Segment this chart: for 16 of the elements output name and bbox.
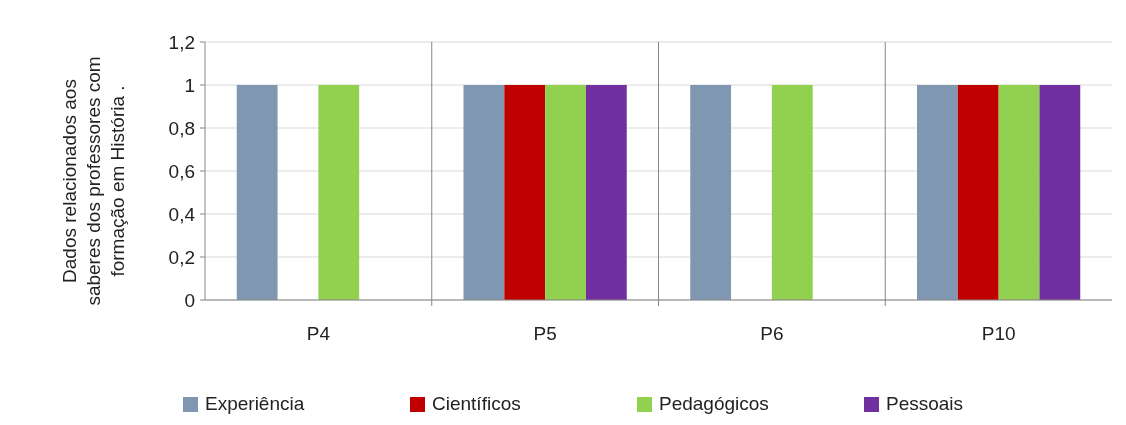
x-tick-label: P6 [760, 323, 784, 344]
legend-label: Pessoais [886, 393, 964, 414]
legend-label: Pedagógicos [659, 393, 769, 414]
y-tick-label: 0,4 [168, 203, 196, 225]
y-tick-label: 0 [184, 289, 195, 311]
legend-label: Científicos [432, 393, 521, 414]
y-tick-label: 0,6 [168, 160, 195, 182]
legend-label: Experiência [205, 393, 305, 414]
y-tick-label: 0,8 [168, 117, 195, 139]
y-axis-title: Dados relacionados aos saberes dos professores com formação em História . [59, 56, 128, 306]
y-tick-label: 0,2 [168, 246, 195, 268]
x-tick-label: P5 [533, 323, 557, 344]
x-tick-label: P4 [306, 323, 331, 344]
y-tick-label: 1 [184, 74, 195, 96]
x-tick-label: P10 [981, 323, 1016, 344]
y-tick-label: 1,2 [168, 31, 195, 53]
